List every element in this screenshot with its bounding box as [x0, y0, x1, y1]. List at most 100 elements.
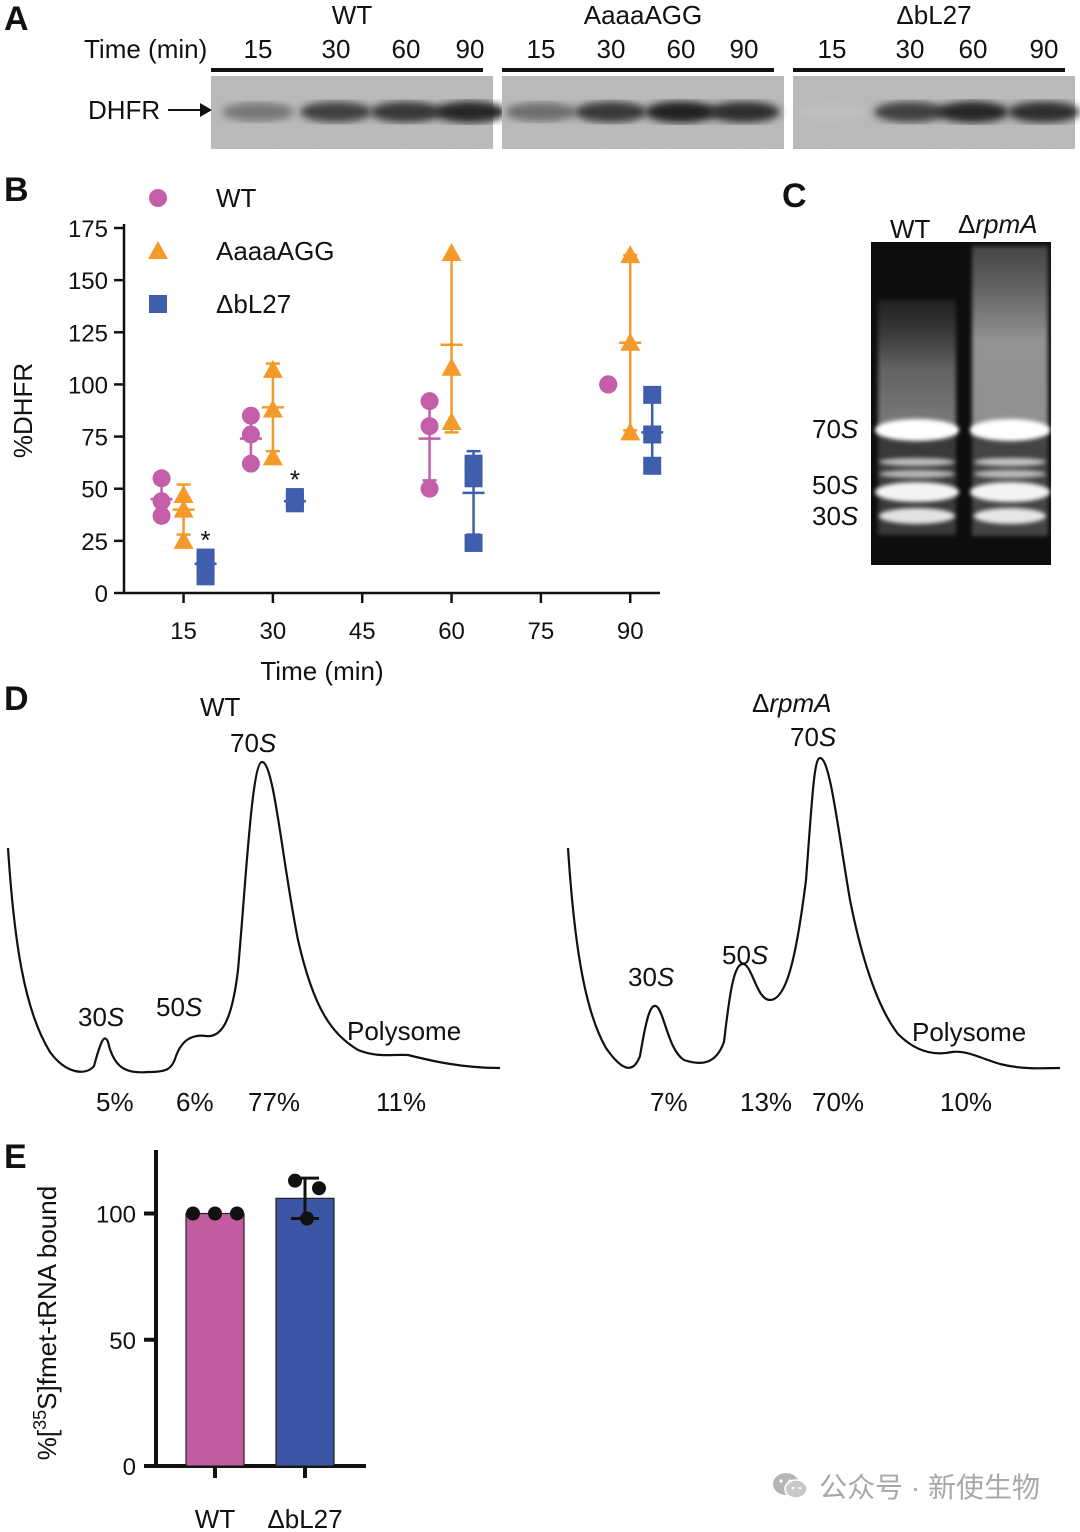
y-tick-label: 175 — [68, 216, 108, 243]
gel-time-label: 30 — [597, 34, 626, 64]
x-tick-label: 15 — [170, 618, 197, 645]
gel-time-label: 90 — [1030, 34, 1059, 64]
x-tick-label: 75 — [528, 618, 555, 645]
x-tick-label: 30 — [260, 618, 287, 645]
gel-band — [708, 101, 780, 123]
lane-label-drpma: ΔrpmA — [958, 209, 1038, 239]
replicate-point — [230, 1206, 244, 1221]
y-tick-label: 75 — [81, 425, 108, 452]
wt-point — [599, 375, 618, 394]
gel-band — [874, 101, 946, 123]
gel-band — [434, 101, 506, 123]
peak-label-wt-70s: 70S — [230, 728, 277, 758]
wt-point — [241, 425, 260, 444]
rrna-gel — [871, 242, 1051, 565]
gel-band — [575, 101, 647, 123]
gel-time-label: 15 — [244, 34, 273, 64]
panel-letter-b: B — [4, 171, 29, 209]
wt-point — [241, 406, 260, 425]
profile-title-wt: WT — [200, 692, 241, 722]
gel-group-label: ΔbL27 — [896, 0, 971, 30]
aaaaagg-point — [262, 399, 283, 418]
dbl27-point — [464, 454, 483, 473]
polysome-label-wt: Polysome — [347, 1016, 461, 1046]
dhfr-timecourse-chart: 0 25 50 75 100 125 150 175 15 30 45 60 75 90 Time (min… — [8, 183, 664, 686]
gel-band — [937, 101, 1009, 123]
gel-time-label: 90 — [456, 34, 485, 64]
significance-star: * — [290, 464, 300, 494]
wt-point — [152, 469, 171, 488]
time-label: Time (min) — [84, 34, 207, 64]
bar-dbl27 — [275, 1197, 335, 1467]
gel-group-label: AaaaAGG — [584, 0, 703, 30]
dhfr-gel: WT 15 30 60 90 AaaaAGG 15 30 60 90 ΔbL27 15 30 60 90 — [211, 0, 1080, 149]
significance-star: * — [200, 525, 210, 555]
band-label-30s: 30S — [812, 501, 859, 531]
peak-label-wt-50s: 50S — [156, 992, 203, 1022]
panel-letter-c: C — [782, 177, 807, 215]
aaaaagg-point — [148, 241, 168, 259]
dbl27-point — [196, 552, 215, 571]
gel-time-label: 15 — [527, 34, 556, 64]
gel-time-label: 15 — [818, 34, 847, 64]
gel-time-label: 60 — [667, 34, 696, 64]
profile-title-drpma: ΔrpmA — [752, 688, 832, 718]
gel-band — [505, 102, 577, 122]
gel-time-label: 90 — [730, 34, 759, 64]
replicate-point — [300, 1211, 314, 1226]
dbl27-point — [643, 425, 662, 444]
gel-band — [300, 101, 372, 123]
pct-wt-polysome: 11% — [376, 1087, 426, 1117]
legend-label: WT — [216, 183, 257, 213]
pct-drpma-polysome: 10% — [940, 1087, 992, 1117]
y-axis-title: %[35S]fmet-tRNA bound — [30, 1186, 62, 1460]
peak-label-drpma-70s: 70S — [790, 722, 837, 752]
gel-band — [1008, 101, 1080, 123]
gel-time-label: 30 — [322, 34, 351, 64]
replicate-point — [312, 1181, 326, 1196]
gel-time-label: 30 — [896, 34, 925, 64]
lane-label-wt: WT — [890, 214, 931, 244]
band-label-70s: 70S — [812, 414, 859, 444]
watermark: 公众号 · 新使生物 — [771, 1466, 1040, 1506]
peak-label-wt-30s: 30S — [78, 1002, 125, 1032]
gel-time-label: 60 — [392, 34, 421, 64]
dbl27-point — [643, 456, 662, 475]
x-tick-label: ΔbL27 — [267, 1504, 342, 1532]
gel-time-label: 60 — [959, 34, 988, 64]
wt-point — [420, 392, 439, 411]
drpma-profile-trace — [566, 756, 1061, 1070]
watermark-text: 公众号 · 新使生物 — [819, 1472, 1040, 1503]
wt-point — [149, 189, 167, 207]
replicate-point — [208, 1206, 222, 1221]
x-tick-label: 90 — [617, 618, 644, 645]
aaaaagg-point — [620, 332, 641, 351]
aaaaagg-point — [441, 411, 462, 430]
x-tick-label: 60 — [438, 618, 465, 645]
pct-drpma-50s: 13% — [740, 1087, 792, 1117]
dbl27-point — [643, 385, 662, 404]
aaaaagg-point — [173, 484, 194, 503]
wt-profile-trace — [6, 760, 501, 1074]
replicate-point — [186, 1206, 200, 1221]
dbl27-point — [285, 494, 304, 513]
wt-point — [152, 492, 171, 511]
dbl27-point — [464, 469, 483, 488]
gel-band — [370, 101, 442, 123]
y-tick-label: 50 — [109, 1328, 136, 1355]
aaaaagg-point — [262, 447, 283, 466]
gel-band — [645, 101, 717, 123]
gel-group-label: WT — [332, 0, 373, 30]
gel-band — [222, 102, 294, 122]
peak-label-drpma-30s: 30S — [628, 962, 675, 992]
wechat-icon — [773, 1473, 808, 1499]
y-tick-label: 0 — [95, 581, 108, 608]
aaaaagg-point — [620, 422, 641, 441]
band-label-50s: 50S — [812, 470, 859, 500]
legend-label: ΔbL27 — [216, 289, 291, 319]
y-tick-label: 0 — [123, 1454, 136, 1481]
panel-letter-a: A — [4, 0, 29, 38]
dbl27-point — [464, 533, 483, 552]
fmet-binding-chart: 0 50 100 WT ΔbL27 %[35S]fmet-tRNA bound — [30, 1150, 366, 1532]
